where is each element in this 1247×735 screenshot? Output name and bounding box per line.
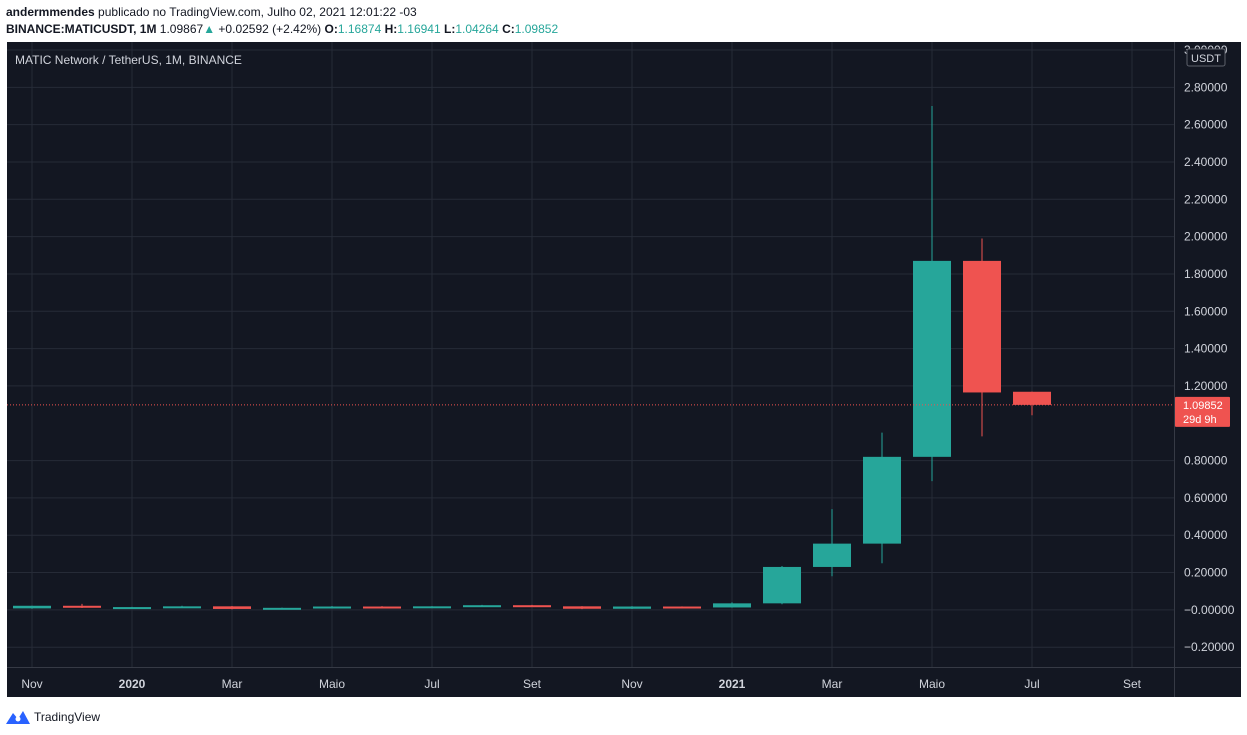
candle-body[interactable] <box>963 260 1001 393</box>
last-price: 1.09867 <box>159 22 204 36</box>
price-tick-label: 2.40000 <box>1184 155 1228 169</box>
open-label: O: <box>324 22 338 36</box>
close-value: 1.09852 <box>514 22 559 36</box>
high-label: H: <box>384 22 398 36</box>
candle-body[interactable] <box>163 606 201 609</box>
price-tick-label: 0.60000 <box>1184 491 1228 505</box>
price-tick-label: 2.00000 <box>1184 230 1228 244</box>
time-tick-label: Set <box>1123 677 1142 691</box>
candle-body[interactable] <box>763 566 801 604</box>
candle-body[interactable] <box>563 606 601 609</box>
published-text: publicado no TradingView.com, Julho 02, … <box>98 5 417 19</box>
price-tick-label: 1.40000 <box>1184 342 1228 356</box>
time-tick-label: Maio <box>319 677 345 691</box>
price-tick-label: 2.20000 <box>1184 192 1228 206</box>
candle-body[interactable] <box>663 606 701 609</box>
candle-body[interactable] <box>613 606 651 609</box>
high-value: 1.16941 <box>397 22 441 36</box>
currency-badge[interactable] <box>1186 48 1226 67</box>
candle-body[interactable] <box>1013 391 1051 405</box>
price-tick-label: 2.80000 <box>1184 80 1228 94</box>
last-price-tag-value: 1.09852 <box>1183 400 1223 412</box>
candle-body[interactable] <box>213 606 251 609</box>
time-tick-label: Nov <box>621 677 642 691</box>
price-tick-label: 1.20000 <box>1184 379 1228 393</box>
chart-frame[interactable]: 3.000002.800002.600002.400002.200002.000… <box>7 42 1241 697</box>
time-tick-label: Mar <box>222 677 243 691</box>
chart-title: MATIC Network / TetherUS, 1M, BINANCE <box>15 53 242 67</box>
candle-body[interactable] <box>863 456 901 544</box>
candle-body[interactable] <box>713 603 751 608</box>
price-tick-label: 2.60000 <box>1184 118 1228 132</box>
candle-body[interactable] <box>63 605 101 608</box>
quote-line: BINANCE:MATICUSDT, 1M 1.09867▲ +0.02592 … <box>6 22 558 36</box>
low-value: 1.04264 <box>455 22 499 36</box>
time-tick-label: Maio <box>919 677 945 691</box>
candle-body[interactable] <box>913 260 951 457</box>
currency-label: USDT <box>1191 53 1221 65</box>
time-tick-label: Nov <box>21 677 42 691</box>
candlestick-chart[interactable]: 3.000002.800002.600002.400002.200002.000… <box>7 42 1241 697</box>
candle-body[interactable] <box>363 606 401 609</box>
candle-body[interactable] <box>413 606 451 609</box>
author-name: andermmendes <box>6 5 95 19</box>
last-price-tag <box>1175 396 1230 427</box>
candle-body[interactable] <box>113 607 151 610</box>
countdown-label: 29d 9h <box>1183 414 1217 426</box>
time-tick-label: Jul <box>1024 677 1039 691</box>
low-label: L: <box>444 22 456 36</box>
price-tick-label: −0.00000 <box>1184 603 1235 617</box>
symbol-label: BINANCE:MATICUSDT, 1M <box>6 22 157 36</box>
open-value: 1.16874 <box>337 22 382 36</box>
publication-line: andermmendes publicado no TradingView.co… <box>6 5 417 19</box>
candle-body[interactable] <box>513 605 551 608</box>
price-tick-label: 0.80000 <box>1184 454 1228 468</box>
candle-body[interactable] <box>13 605 51 609</box>
time-tick-label: Mar <box>822 677 843 691</box>
time-tick-label: Set <box>523 677 542 691</box>
tradingview-logo-icon <box>6 711 30 724</box>
price-tick-label: −0.20000 <box>1184 640 1235 654</box>
time-tick-label: Jul <box>424 677 439 691</box>
close-label: C: <box>502 22 515 36</box>
price-change: +0.02592 (+2.42%) <box>218 22 322 36</box>
price-tick-label: 0.20000 <box>1184 566 1228 580</box>
candle-body[interactable] <box>263 607 301 610</box>
time-tick-label: 2020 <box>119 677 146 691</box>
footer: TradingView <box>6 708 100 726</box>
triangle-up-icon: ▲ <box>203 22 216 36</box>
candle-body[interactable] <box>463 605 501 608</box>
price-tick-label: 1.60000 <box>1184 304 1228 318</box>
brand-name: TradingView <box>34 710 101 724</box>
chart-background <box>7 42 1241 697</box>
price-tick-label: 1.80000 <box>1184 267 1228 281</box>
time-tick-label: 2021 <box>719 677 746 691</box>
price-tick-label: 0.40000 <box>1184 528 1228 542</box>
candle-body[interactable] <box>313 606 351 609</box>
candle-body[interactable] <box>813 543 851 567</box>
